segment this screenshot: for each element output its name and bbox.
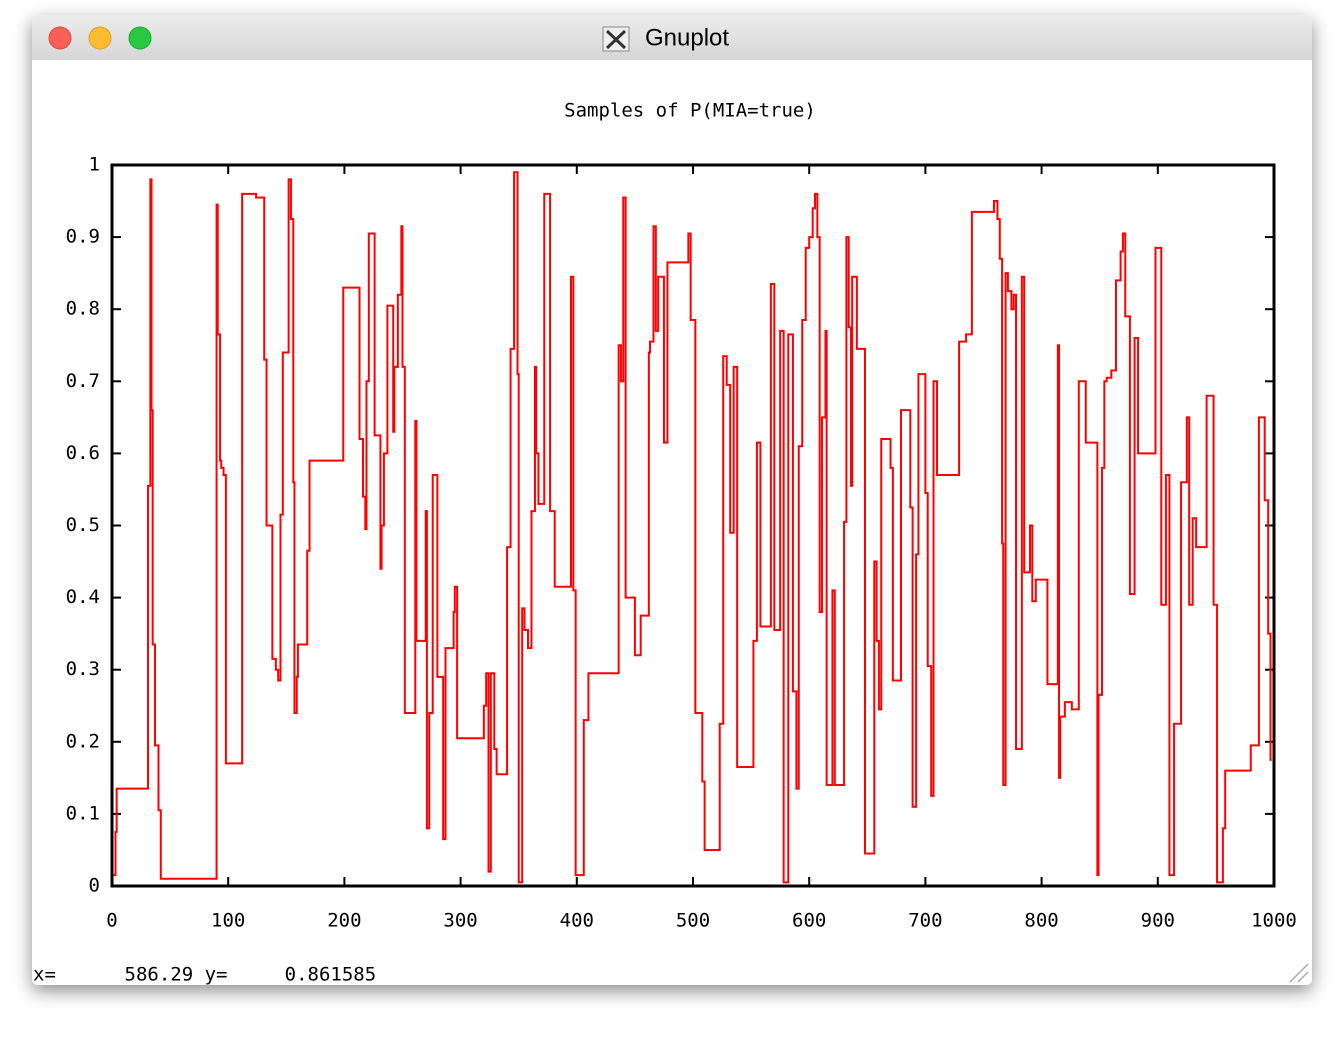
- plot-border: [110, 163, 1276, 888]
- y-tick-label: 0: [89, 875, 100, 897]
- x-tick-label: 100: [211, 910, 245, 932]
- x-tick-label: 600: [792, 910, 826, 932]
- zoom-button[interactable]: [128, 26, 152, 50]
- close-button[interactable]: [48, 26, 72, 50]
- y-tick-label: 0.9: [66, 226, 100, 248]
- y-tick-label: 0.1: [66, 802, 100, 824]
- data-line: [112, 171, 1272, 884]
- y-tick-label: 0.5: [66, 514, 100, 536]
- y-tick-label: 0.3: [66, 658, 100, 680]
- x-tick-label: 0: [106, 910, 117, 932]
- minimize-button[interactable]: [88, 26, 112, 50]
- y-tick-label: 0.4: [66, 586, 100, 608]
- title-bar: [32, 15, 1312, 60]
- y-tick-label: 0.2: [66, 730, 100, 752]
- y-tick-label: 0.8: [66, 298, 100, 320]
- x-tick-label: 200: [327, 910, 361, 932]
- x-tick-label: 400: [560, 910, 594, 932]
- x-tick-label: 300: [443, 910, 477, 932]
- x-tick-label: 700: [908, 910, 942, 932]
- window: [32, 15, 1312, 985]
- y-tick-label: 0.7: [66, 370, 100, 392]
- x-tick-label: 500: [676, 910, 710, 932]
- status-bar: x= 586.29 y= 0.861585: [33, 964, 376, 986]
- x11-icon-glyph: [605, 29, 627, 50]
- window-title: Gnuplot: [645, 24, 729, 51]
- chart-title: Samples of P(MIA=true): [564, 100, 816, 122]
- x-tick-label: 900: [1141, 910, 1175, 932]
- x-tick-label: 1000: [1251, 910, 1297, 932]
- y-tick-label: 0.6: [66, 442, 100, 464]
- y-tick-label: 1: [89, 154, 100, 176]
- x-tick-label: 800: [1024, 910, 1058, 932]
- resize-grip[interactable]: [1289, 963, 1309, 983]
